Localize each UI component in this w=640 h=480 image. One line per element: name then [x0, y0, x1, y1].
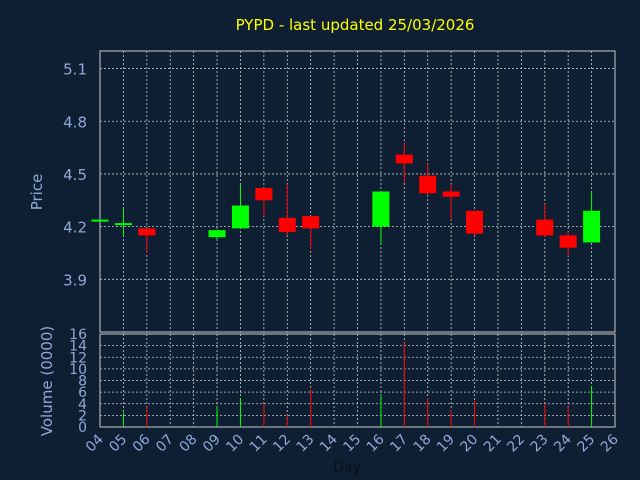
candle-day-23: [536, 203, 554, 238]
candle-day-5: [114, 209, 132, 236]
chart-title: PYPD - last updated 25/03/2026: [236, 16, 475, 34]
candle-day-6: [138, 228, 156, 253]
volume-tick-label: 14: [69, 339, 87, 355]
volume-tick-label: 2: [78, 408, 87, 424]
candles: [91, 142, 601, 257]
volume-tick-label: 12: [69, 350, 87, 366]
candle-day-19: [442, 184, 460, 220]
candle-day-13: [302, 216, 320, 250]
candle-body: [208, 230, 226, 238]
candle-day-12: [278, 184, 296, 236]
candle-day-9: [208, 230, 226, 241]
candle-day-17: [395, 142, 413, 183]
candle-day-20: [466, 210, 484, 236]
candle-day-24: [559, 231, 577, 257]
volume-tick-label: 8: [78, 374, 87, 390]
candle-body: [559, 235, 577, 248]
price-tick-label: 4.5: [63, 166, 87, 184]
candle-day-10: [231, 184, 249, 229]
price-panel: 5.1 4.8 4.5 4.2 3.9 Price: [28, 50, 616, 333]
candle-day-18: [419, 163, 437, 196]
candle-body: [583, 210, 601, 243]
candle-day-4: [91, 219, 109, 222]
candle-day-16: [372, 191, 390, 245]
candle-body: [278, 217, 296, 232]
candle-body: [395, 154, 413, 164]
candle-body: [302, 216, 320, 229]
volume-bars: [122, 342, 593, 427]
candle-day-25: [583, 191, 601, 243]
candle-body: [114, 223, 132, 226]
price-tick-label: 5.1: [63, 61, 87, 79]
volume-tick-label: 10: [69, 362, 87, 378]
candle-body: [91, 219, 109, 222]
price-tick-labels: 5.1 4.8 4.5 4.2 3.9: [63, 61, 87, 290]
volume-tick-label: 16: [69, 327, 87, 343]
price-tick-label: 3.9: [63, 271, 87, 289]
price-axis-label: Price: [28, 174, 46, 211]
candle-body: [419, 175, 437, 194]
candle-body: [255, 187, 273, 201]
price-tick-label: 4.2: [63, 219, 87, 237]
volume-axis-label: Volume (0000): [38, 326, 56, 436]
candle-body: [466, 210, 484, 234]
candle-body: [231, 205, 249, 229]
price-tick-label: 4.8: [63, 113, 87, 131]
candle-body: [442, 191, 460, 197]
x-axis-label: Day: [333, 460, 361, 476]
candle-body: [372, 191, 390, 227]
volume-tick-label: 4: [78, 397, 87, 413]
volume-tick-label: 0: [78, 420, 87, 436]
candle-body: [536, 219, 554, 236]
candle-body: [138, 228, 156, 236]
volume-tick-label: 6: [78, 385, 87, 401]
x-tick-labels: 04 05 06 07 08 09 10 11 12 13 14 15 16 17 18 19 20 21 22 23…: [83, 431, 622, 455]
candle-day-11: [255, 187, 273, 217]
